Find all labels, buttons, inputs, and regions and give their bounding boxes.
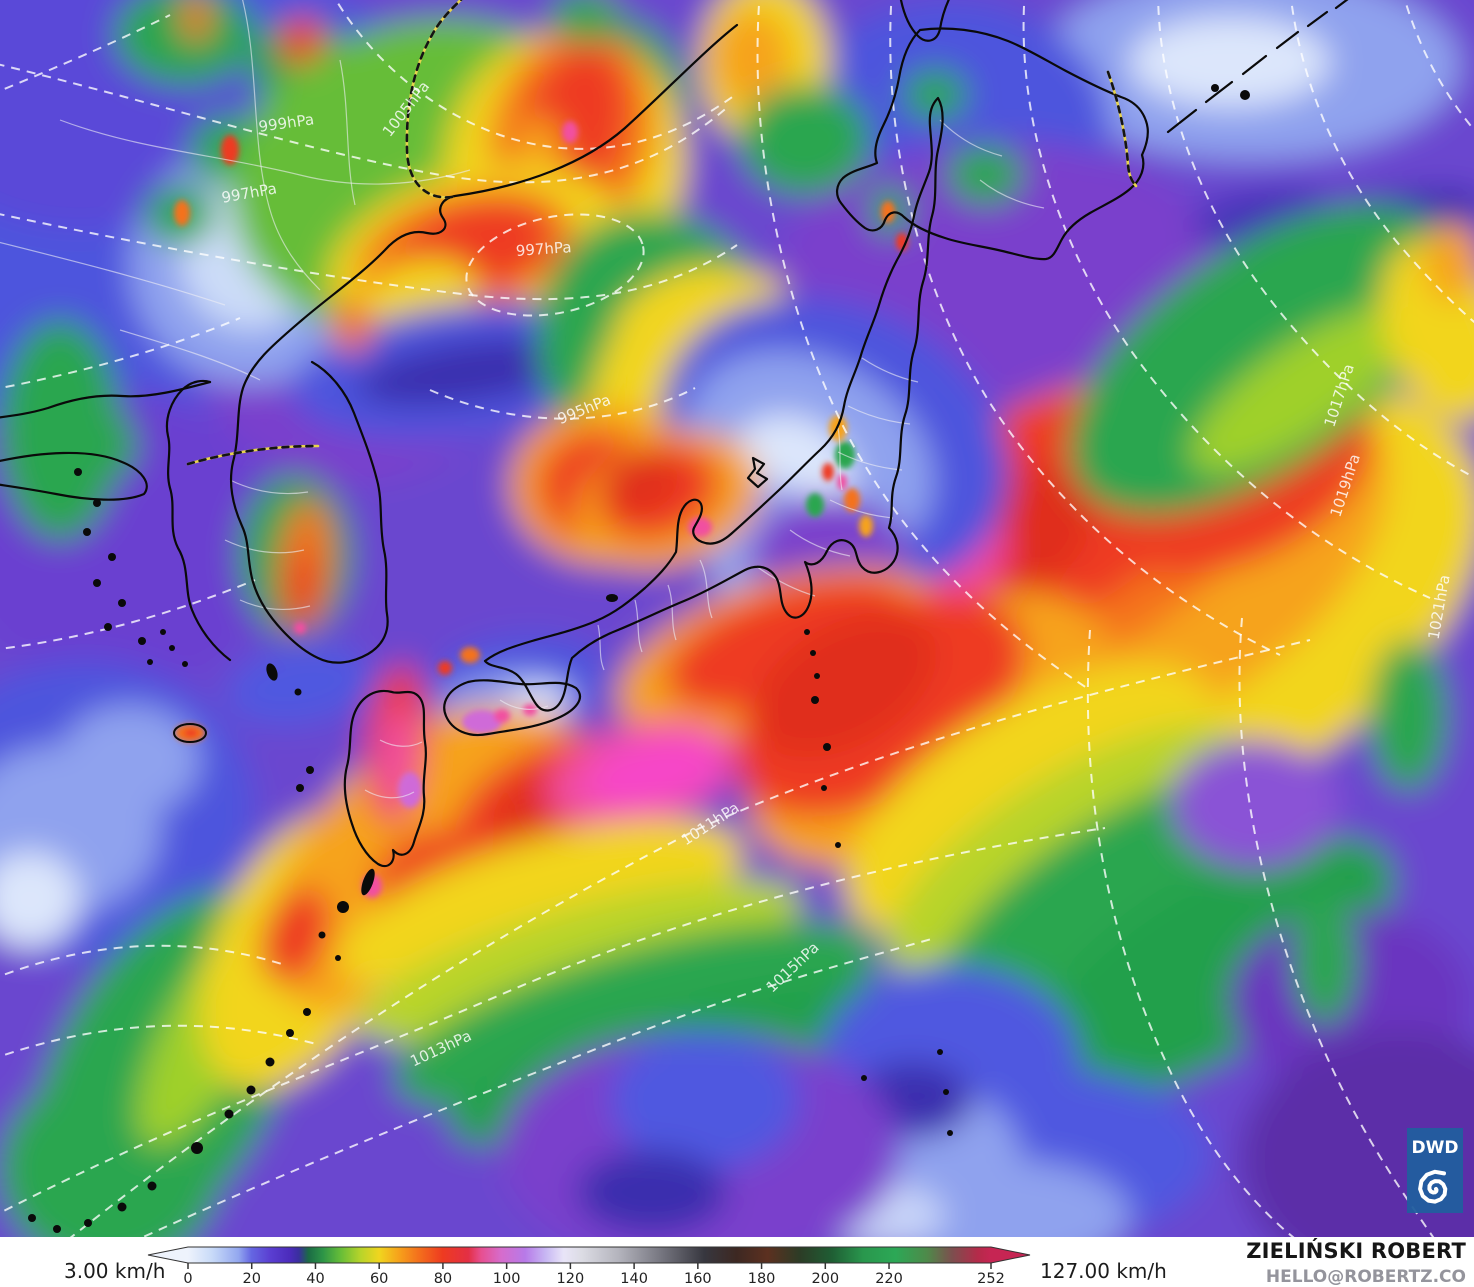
legend-tick-label: 200 — [811, 1271, 839, 1287]
legend-tick-label: 140 — [620, 1271, 648, 1287]
legend-tick-label: 100 — [493, 1271, 521, 1287]
legend-tick-label: 252 — [977, 1271, 1005, 1287]
isobar-lines — [0, 0, 1474, 1237]
legend-tick-label: 220 — [875, 1271, 903, 1287]
dwd-logo: DWD — [1407, 1128, 1463, 1213]
dwd-logo-text: DWD — [1412, 1138, 1459, 1158]
legend-colorbar: 0 20 40 60 80 100 120 140 160 180 200 220 252 — [147, 1246, 1031, 1287]
legend-tick-label: 60 — [370, 1271, 388, 1287]
attribution: ZIELIŃSKI ROBERT HELLO@ROBERTZ.CO — [1246, 1239, 1466, 1287]
colorbar-arrow-shape — [147, 1246, 1031, 1264]
isobar-label: 997hPa — [515, 238, 572, 260]
legend-ticks: 0 20 40 60 80 100 120 140 160 180 200 220 252 — [183, 1263, 1005, 1287]
map-canvas: 999hPa 1005hPa 997hPa 997hPa 995hPa 1011hPa 10… — [0, 0, 1474, 1237]
admin-border-lines — [0, 0, 1045, 799]
island-dots — [28, 84, 1250, 1233]
legend-tick-label: 80 — [434, 1271, 452, 1287]
legend-tick-label: 160 — [684, 1271, 712, 1287]
legend-tick-label: 120 — [557, 1271, 585, 1287]
legend-tick-label: 20 — [243, 1271, 261, 1287]
legend-bar-container: 0 20 40 60 80 100 120 140 160 180 200 220 252 — [0, 1237, 1474, 1287]
legend-tick-label: 40 — [306, 1271, 324, 1287]
country-border-lines — [186, 0, 1138, 466]
legend-tick-label: 0 — [183, 1271, 192, 1287]
legend-min-label: 3.00 km/h — [64, 1259, 166, 1283]
legend-tick-label: 180 — [748, 1271, 776, 1287]
wind-field-layer — [0, 0, 1474, 1237]
attribution-email: HELLO@ROBERTZ.CO — [1265, 1267, 1466, 1287]
dwd-spiral-icon — [1418, 1169, 1448, 1204]
attribution-name: ZIELIŃSKI ROBERT — [1246, 1239, 1466, 1263]
legend-max-label: 127.00 km/h — [1040, 1259, 1167, 1283]
